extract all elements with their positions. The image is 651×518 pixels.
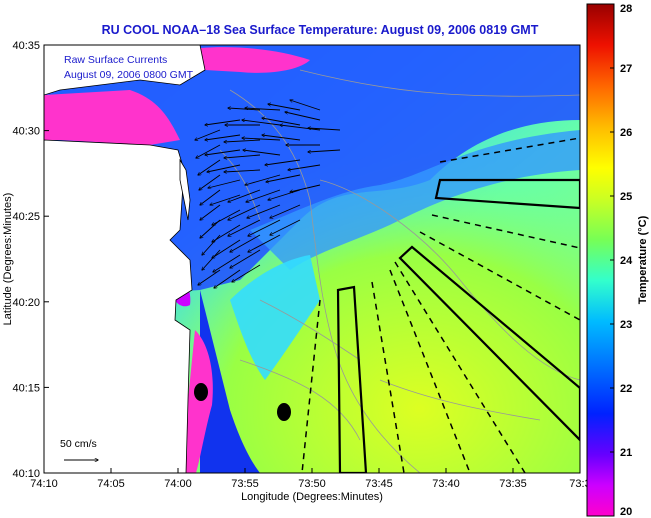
x-tick-label: 73:40 [432,478,460,490]
x-tick-label: 73:55 [231,478,259,490]
cold-pocket-ne [200,47,310,73]
x-tick-label: 74:00 [164,478,192,490]
cool-water-band [250,130,580,270]
survey-boxes [336,178,580,473]
x-tick-label: 74:10 [30,478,58,490]
bathymetry-contours [219,69,580,473]
y-tick-label: 40:15 [12,382,40,394]
colorbar [586,3,615,517]
y-tick-label: 40:20 [12,297,40,309]
y-tick-label: 40:35 [12,40,40,52]
map-area [44,45,580,473]
legend-line-1: Raw Surface Currents [64,54,167,66]
colorbar-tick-label: 26 [620,127,632,139]
colorbar-tick-label: 27 [620,63,632,75]
survey-box-east [434,178,580,210]
y-tick-label: 40:30 [12,126,40,138]
surface-current-vectors [195,100,341,288]
colorbar-label: Temperature (°C) [637,215,649,304]
warm-nearshore-tongue [230,255,320,380]
figure-title: RU COOL NOAA–18 Sea Surface Temperature:… [102,23,539,37]
cold-pocket-north [44,90,180,145]
land-west [44,139,193,473]
colorbar-tick-label: 22 [620,383,632,395]
buoy-marker-2 [277,403,291,421]
y-axis-label: Latitude (Degrees:Minutes) [2,193,14,326]
legend-line-2: August 09, 2006 0800 GMT [64,69,194,81]
x-tick-label: 73:45 [365,478,393,490]
cool-water-coastal [200,290,260,473]
transect-lines [301,137,580,473]
cold-pocket-south [186,330,213,473]
colorbar-tick-label: 21 [620,447,632,459]
y-axis-ticks: 40:35 40:30 40:25 40:20 40:15 40:10 [12,40,49,480]
colorbar-tick-label: 20 [620,506,632,518]
x-axis-label: Longitude (Degrees:Minutes) [241,491,383,503]
land-north [44,45,206,96]
sandy-hook [179,158,191,221]
colorbar-ticks: 28 27 26 25 24 23 22 21 20 [610,3,633,518]
colorbar-tick-label: 28 [620,3,632,15]
y-tick-label: 40:25 [12,211,40,223]
scale-label: 50 cm/s [60,438,97,450]
x-tick-label: 73:3 [569,478,590,490]
survey-box-diagonal [398,245,580,442]
x-axis-ticks: 74:10 74:05 74:00 73:55 73:50 73:45 73:40 73:35… [30,468,591,490]
x-tick-label: 73:50 [298,478,326,490]
colorbar-tick-label: 24 [620,255,633,267]
x-tick-label: 74:05 [97,478,125,490]
colorbar-tick-label: 23 [620,319,632,331]
survey-box-south [336,285,368,473]
buoy-marker-1 [194,383,208,401]
y-tick-label: 40:10 [12,468,40,480]
cool-water-offshore [44,45,580,300]
colorbar-tick-label: 25 [620,191,632,203]
x-tick-label: 73:35 [499,478,527,490]
